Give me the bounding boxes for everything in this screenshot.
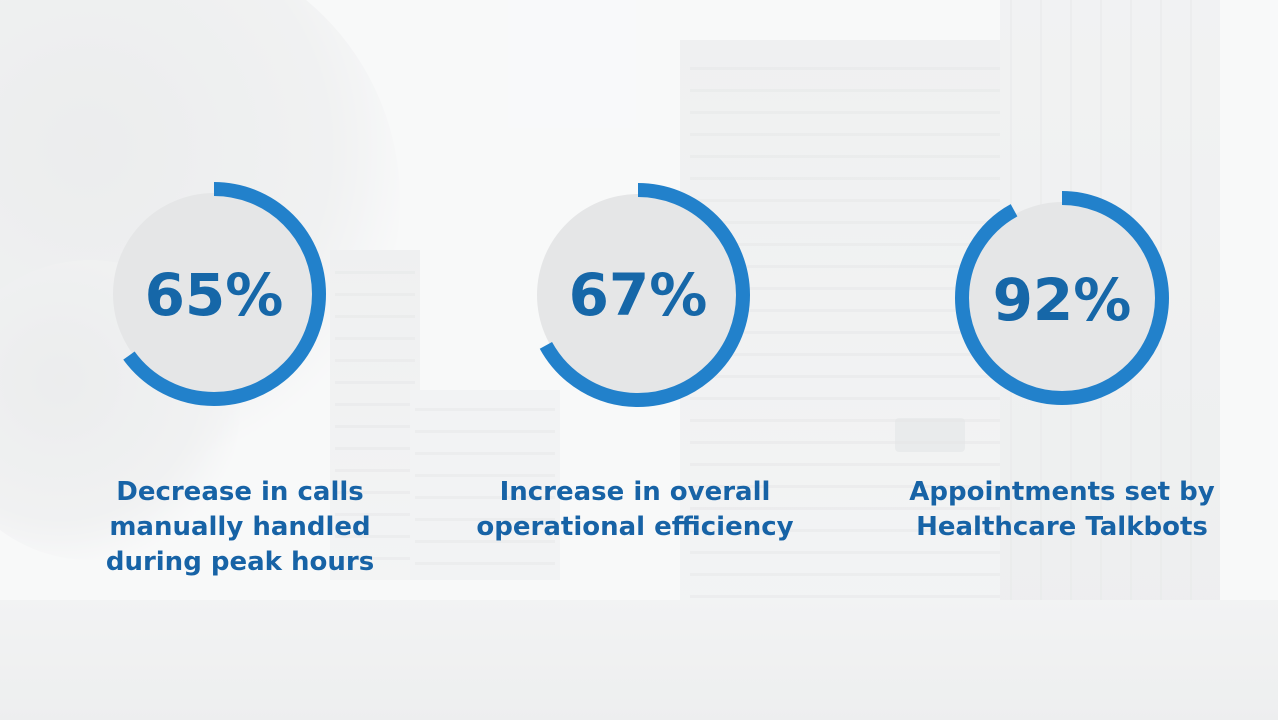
- caption-line: operational efficiency: [476, 512, 794, 542]
- caption-line: Decrease in calls: [116, 477, 364, 507]
- stat-caption: Increase in overall operational efficien…: [425, 475, 845, 545]
- ring-disc: [113, 193, 315, 395]
- ring-arc: [955, 191, 1169, 405]
- progress-ring-svg-3: [955, 191, 1169, 405]
- stat-caption: Appointments set by Healthcare Talkbots: [852, 475, 1272, 545]
- caption-line: Increase in overall: [499, 477, 771, 507]
- ring-disc: [537, 194, 739, 396]
- caption-line: Appointments set by: [909, 477, 1215, 507]
- caption-line: Healthcare Talkbots: [916, 512, 1208, 542]
- progress-ring-svg-1: [102, 182, 326, 406]
- ring-arc: [526, 183, 750, 407]
- progress-ring-svg-2: [526, 183, 750, 407]
- progress-ring-1: 65%: [98, 175, 338, 415]
- caption-line: during peak hours: [105, 547, 375, 577]
- ring-disc: [966, 202, 1158, 394]
- stat-value: 92%: [992, 266, 1132, 334]
- progress-ring-2: 67%: [520, 175, 760, 415]
- ring-arc: [102, 182, 326, 406]
- caption-line: manually handled: [109, 512, 371, 542]
- stat-value: 65%: [144, 261, 284, 329]
- progress-ring-3: 92%: [948, 180, 1188, 420]
- stat-caption: Decrease in calls manually handled durin…: [30, 475, 450, 580]
- stat-value: 67%: [568, 261, 708, 329]
